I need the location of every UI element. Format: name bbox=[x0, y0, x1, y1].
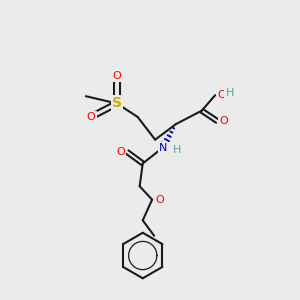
Text: H: H bbox=[226, 88, 234, 98]
Text: O: O bbox=[155, 195, 164, 205]
Text: O: O bbox=[87, 112, 95, 122]
Text: O: O bbox=[112, 70, 121, 80]
Text: O: O bbox=[116, 147, 125, 157]
Text: O: O bbox=[217, 90, 226, 100]
Text: O: O bbox=[219, 116, 228, 126]
Text: H: H bbox=[173, 145, 181, 155]
Text: N: N bbox=[159, 143, 168, 153]
Text: S: S bbox=[112, 96, 122, 110]
